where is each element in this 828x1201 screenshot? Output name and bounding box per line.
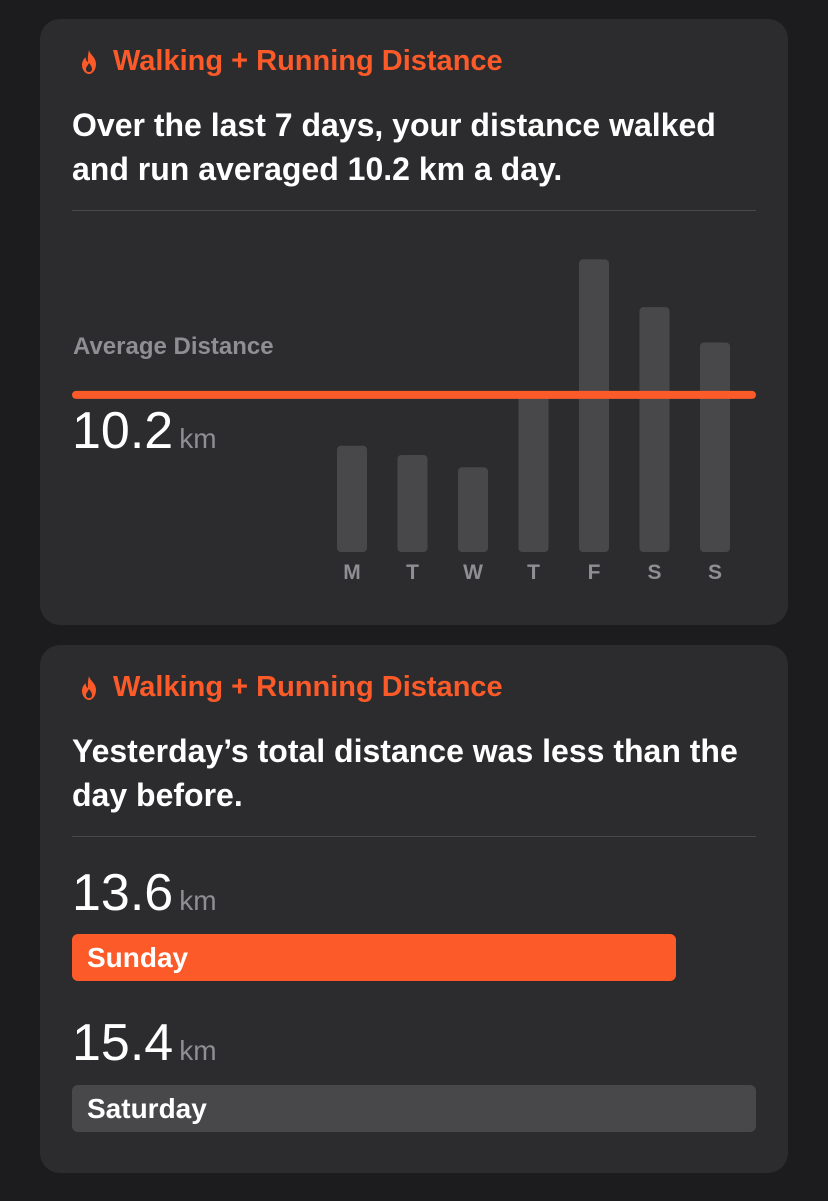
divider	[72, 210, 756, 211]
x-tick-label-5: S	[647, 561, 661, 584]
yesterday-unit: km	[179, 885, 217, 916]
yesterday-distance: 13.6 km	[72, 863, 217, 923]
average-unit: km	[179, 423, 217, 454]
daily-comparison-card[interactable]: Walking + Running Distance Yesterday’s t…	[40, 645, 788, 1173]
bar-5	[639, 307, 670, 552]
flame-icon	[82, 49, 96, 74]
x-tick-label-3: T	[527, 561, 540, 584]
card-summary: Over the last 7 days, your distance walk…	[72, 107, 716, 187]
average-label: Average Distance	[73, 333, 274, 360]
flame-icon	[82, 675, 96, 700]
x-tick-label-0: M	[343, 561, 361, 584]
card-summary: Yesterday’s total distance was less than…	[72, 733, 738, 813]
bar-3	[518, 394, 549, 552]
day-before-day-label: Saturday	[87, 1092, 207, 1124]
card-header: Walking + Running Distance	[77, 45, 503, 78]
yesterday-bar: Sunday	[72, 934, 676, 981]
card-title: Walking + Running Distance	[113, 671, 503, 703]
bar-2	[458, 467, 488, 552]
card-title: Walking + Running Distance	[113, 45, 503, 77]
day-before-unit: km	[179, 1035, 217, 1066]
x-tick-label-6: S	[708, 561, 722, 584]
weekly-average-card[interactable]: Walking + Running Distance Over the last…	[40, 19, 788, 625]
day-before-number: 15.4	[72, 1014, 174, 1072]
bar-0	[337, 445, 367, 552]
x-tick-label-2: W	[463, 561, 483, 584]
card-header: Walking + Running Distance	[77, 671, 503, 704]
average-line	[72, 390, 756, 399]
bar-6	[700, 342, 730, 552]
average-number: 10.2	[72, 402, 174, 460]
divider	[72, 836, 756, 837]
day-before-distance: 15.4 km	[72, 1013, 217, 1073]
yesterday-day-label: Sunday	[87, 941, 189, 973]
yesterday-number: 13.6	[72, 864, 174, 922]
bar-4	[579, 259, 609, 552]
bar-1	[397, 454, 428, 552]
x-tick-label-4: F	[588, 561, 601, 584]
average-value: 10.2 km	[72, 401, 217, 461]
day-before-bar: Saturday	[72, 1085, 756, 1132]
x-tick-label-1: T	[406, 561, 419, 584]
